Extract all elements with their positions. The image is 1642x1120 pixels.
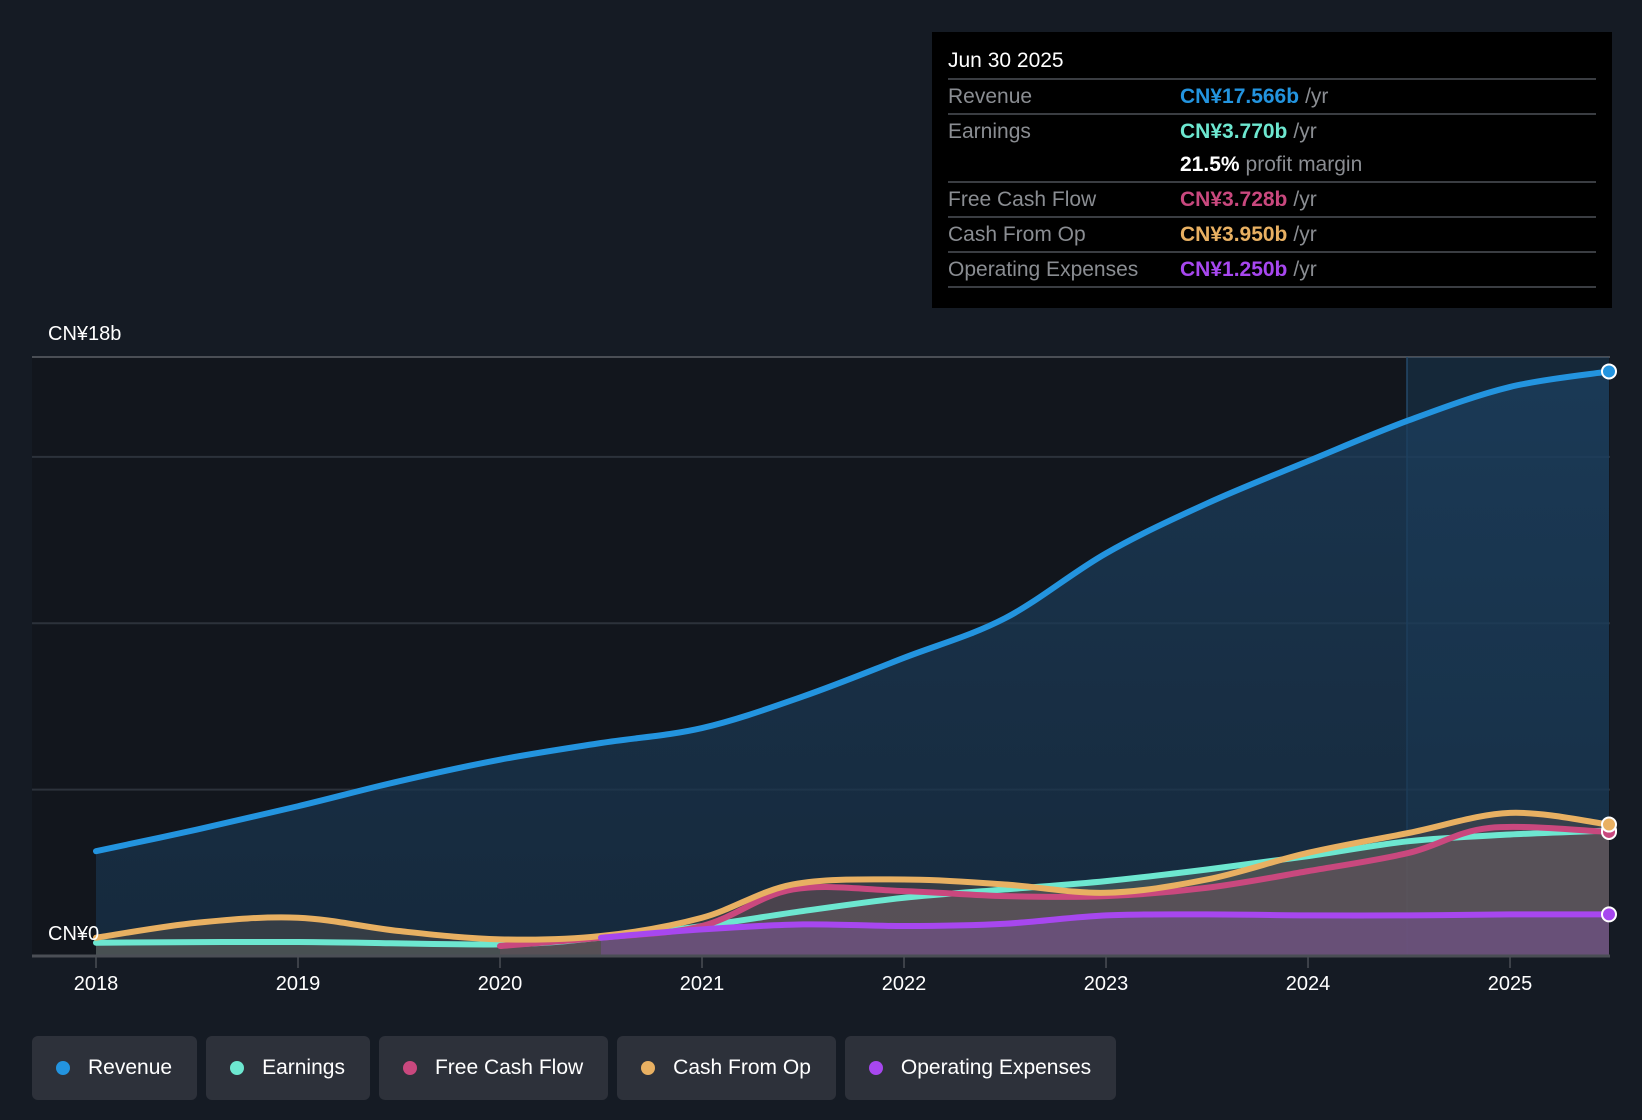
tooltip-value: CN¥3.728b [1180, 188, 1288, 211]
tooltip-unit: /yr [1293, 120, 1317, 143]
tooltip-label: Free Cash Flow [948, 188, 1097, 211]
tooltip-value: CN¥3.950b [1180, 223, 1288, 246]
x-tick-label: 2022 [882, 973, 927, 995]
legend: Revenue Earnings Free Cash Flow Cash Fro… [32, 1036, 1117, 1100]
free-cash-flow-dot-icon [402, 1061, 417, 1075]
legend-item-earnings[interactable]: Earnings [206, 1036, 370, 1100]
tooltip-row-earnings: Earnings CN¥3.770b /yr [948, 115, 1596, 148]
operating-expenses-end-marker [1601, 906, 1617, 923]
legend-label: Free Cash Flow [434, 1056, 584, 1079]
revenue-area [96, 371, 1609, 956]
tooltip-unit: profit margin [1245, 153, 1363, 176]
tooltip-label: Operating Expenses [948, 258, 1139, 281]
tooltip-unit: /yr [1293, 188, 1317, 211]
tooltip-row-profit-margin: 21.5% profit margin [948, 148, 1596, 183]
x-tick-label: 2019 [276, 973, 321, 995]
earnings-area [96, 830, 1609, 956]
legend-item-cash-from-op[interactable]: Cash From Op [617, 1036, 836, 1100]
tooltip-row-cash-from-op: Cash From Op CN¥3.950b /yr [948, 218, 1596, 253]
tooltip-label: Cash From Op [948, 223, 1086, 246]
tooltip-value: CN¥1.250b [1180, 258, 1288, 281]
x-tick-label: 2025 [1488, 973, 1533, 995]
tooltip-value: CN¥17.566b [1180, 85, 1300, 108]
legend-label: Earnings [262, 1056, 345, 1079]
legend-label: Operating Expenses [900, 1056, 1092, 1079]
cash-from-op-area [96, 812, 1609, 956]
operating-expenses-line [598, 911, 1612, 941]
revenue-dot-icon [56, 1061, 70, 1075]
tooltip-label [948, 148, 1180, 181]
x-tick-label: 2024 [1286, 973, 1331, 995]
legend-item-free-cash-flow[interactable]: Free Cash Flow [378, 1036, 609, 1100]
tooltip: Jun 30 2025 Revenue CN¥17.566b /yr Earni… [932, 32, 1612, 308]
x-tick-label: 2018 [74, 973, 119, 995]
tooltip-unit: /yr [1305, 85, 1329, 108]
earnings-dot-icon [230, 1061, 245, 1075]
tooltip-row-operating-expenses: Operating Expenses CN¥1.250b /yr [948, 253, 1596, 288]
x-tick-label: 2020 [478, 973, 523, 995]
operating-expenses-dot-icon [868, 1061, 883, 1075]
y-axis-min-label: CN¥0 [48, 923, 99, 945]
revenue-line [93, 368, 1612, 855]
cash-from-op-line [93, 809, 1612, 943]
cash-from-op-end-marker [1601, 816, 1617, 833]
earnings-line [93, 827, 1612, 948]
x-tick-label: 2021 [680, 973, 725, 995]
tooltip-value: 21.5% [1180, 153, 1240, 176]
tooltip-label: Revenue [948, 85, 1033, 108]
legend-label: Revenue [88, 1056, 173, 1079]
tooltip-row-free-cash-flow: Free Cash Flow CN¥3.728b /yr [948, 183, 1596, 218]
legend-item-revenue[interactable]: Revenue [32, 1036, 198, 1100]
tooltip-value: CN¥3.770b [1180, 120, 1288, 143]
legend-item-operating-expenses[interactable]: Operating Expenses [844, 1036, 1117, 1100]
tooltip-date: Jun 30 2025 [948, 44, 1596, 80]
x-tick-label: 2023 [1084, 973, 1129, 995]
tooltip-label: Earnings [948, 120, 1031, 143]
tooltip-row-revenue: Revenue CN¥17.566b /yr [948, 80, 1596, 115]
tooltip-unit: /yr [1293, 258, 1317, 281]
tooltip-unit: /yr [1293, 223, 1317, 246]
operating-expenses-area [601, 914, 1609, 956]
cash-from-op-dot-icon [641, 1061, 656, 1075]
revenue-end-marker [1601, 363, 1617, 380]
legend-label: Cash From Op [673, 1056, 811, 1079]
y-axis-max-label: CN¥18b [48, 323, 121, 345]
